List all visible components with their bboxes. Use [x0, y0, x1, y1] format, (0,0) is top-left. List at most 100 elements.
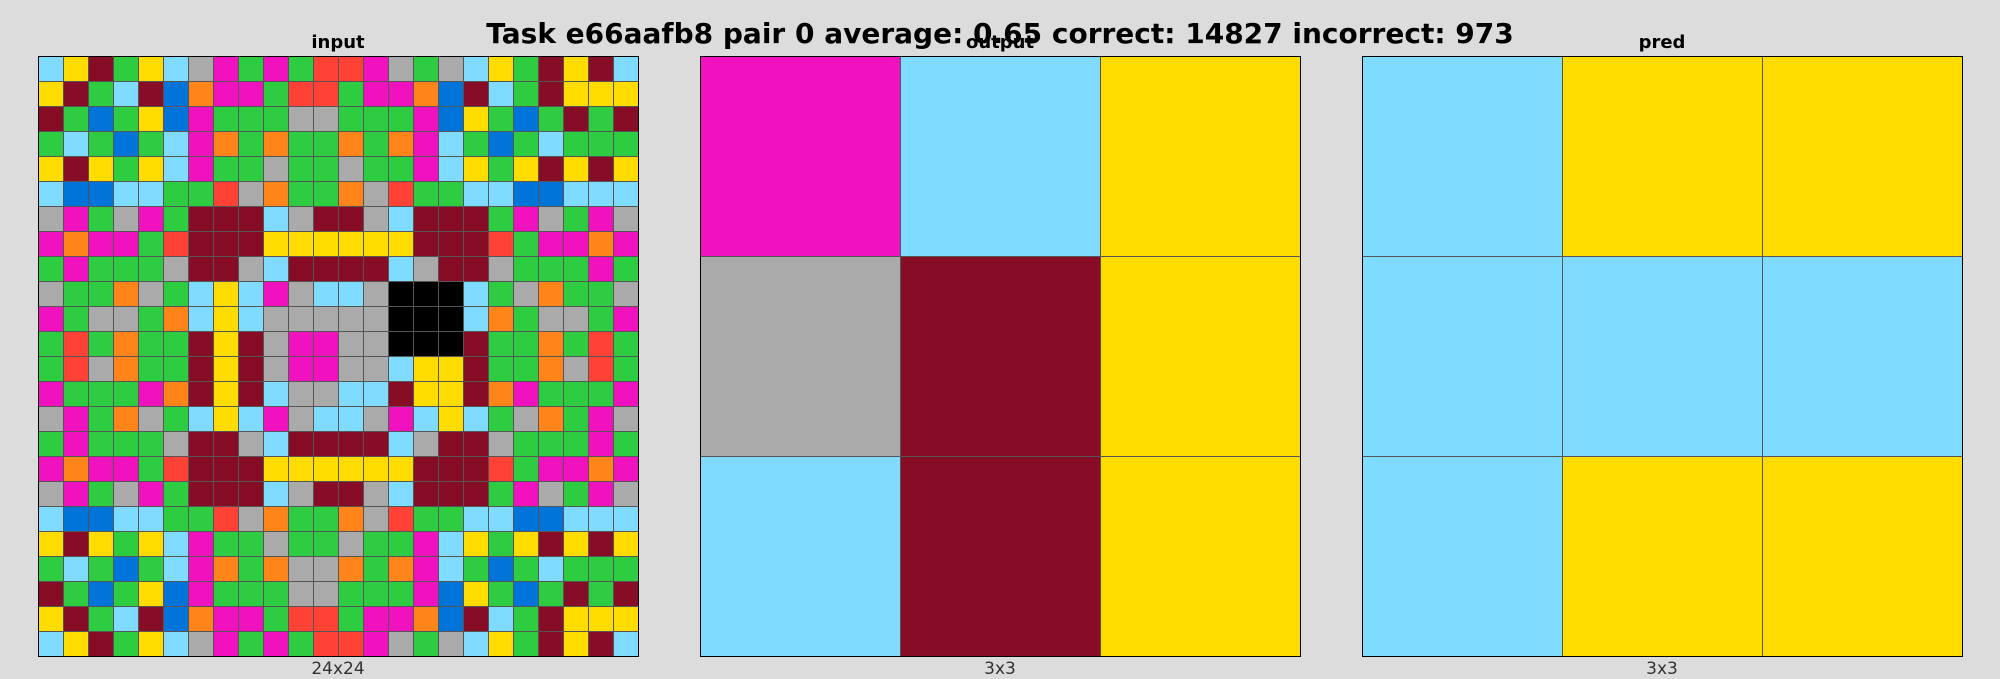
grid-cell [1762, 256, 1963, 457]
grid-cell [563, 231, 589, 257]
grid-cell [488, 106, 514, 132]
grid-cell [588, 81, 614, 107]
grid-cell [488, 581, 514, 607]
grid-cell [138, 356, 164, 382]
grid-cell [263, 81, 289, 107]
grid-cell [113, 206, 139, 232]
grid-cell [38, 181, 64, 207]
grid-cell [388, 356, 414, 382]
grid-cell [313, 56, 339, 82]
grid-cell [188, 531, 214, 557]
grid-cell [513, 56, 539, 82]
grid-cell [38, 631, 64, 657]
grid-cell [263, 331, 289, 357]
grid-cell [438, 556, 464, 582]
grid-cell [463, 456, 489, 482]
grid-cell [463, 56, 489, 82]
grid-cell [38, 506, 64, 532]
grid-cell [488, 606, 514, 632]
grid-cell [588, 256, 614, 282]
grid-cell [263, 231, 289, 257]
grid-cell [263, 306, 289, 332]
grid-cell [588, 481, 614, 507]
grid-cell [238, 506, 264, 532]
grid-cell [388, 506, 414, 532]
grid-cell [238, 181, 264, 207]
grid-cell [288, 356, 314, 382]
grid-cell [563, 106, 589, 132]
grid-cell [63, 231, 89, 257]
grid-cell [238, 231, 264, 257]
pred-grid [1362, 56, 1963, 657]
grid-cell [463, 356, 489, 382]
grid-cell [513, 331, 539, 357]
grid-cell [163, 231, 189, 257]
grid-cell [538, 381, 564, 407]
grid-cell [238, 106, 264, 132]
grid-cell [463, 331, 489, 357]
grid-cell [1562, 456, 1763, 657]
grid-cell [463, 181, 489, 207]
grid-cell [413, 331, 439, 357]
grid-cell [588, 581, 614, 607]
grid-cell [700, 256, 901, 457]
grid-cell [388, 481, 414, 507]
grid-cell [513, 131, 539, 157]
grid-cell [413, 456, 439, 482]
grid-cell [263, 481, 289, 507]
grid-cell [113, 631, 139, 657]
grid-cell [88, 281, 114, 307]
grid-cell [613, 406, 639, 432]
grid-cell [263, 156, 289, 182]
grid-cell [63, 456, 89, 482]
grid-cell [38, 606, 64, 632]
grid-cell [463, 106, 489, 132]
grid-cell [613, 81, 639, 107]
grid-cell [613, 281, 639, 307]
grid-cell [363, 306, 389, 332]
grid-cell [263, 431, 289, 457]
grid-cell [463, 581, 489, 607]
grid-cell [613, 556, 639, 582]
grid-cell [388, 331, 414, 357]
grid-border [38, 56, 639, 657]
grid-cell [313, 606, 339, 632]
grid-cell [1362, 256, 1563, 457]
grid-cell [338, 456, 364, 482]
grid-cell [338, 81, 364, 107]
grid-cell [363, 406, 389, 432]
grid-cell [63, 156, 89, 182]
grid-cell [563, 506, 589, 532]
grid-cell [188, 606, 214, 632]
grid-cell [588, 106, 614, 132]
grid-cell [213, 131, 239, 157]
grid-cell [338, 406, 364, 432]
grid-cell [213, 306, 239, 332]
grid-cell [438, 331, 464, 357]
grid-cell [138, 531, 164, 557]
grid-cell [263, 531, 289, 557]
grid-cell [613, 581, 639, 607]
grid-cell [413, 106, 439, 132]
grid-cell [213, 206, 239, 232]
grid-cell [188, 581, 214, 607]
grid-cell [538, 506, 564, 532]
grid-cell [288, 206, 314, 232]
grid-cell [288, 56, 314, 82]
grid-cell [88, 506, 114, 532]
grid-cell [1362, 56, 1563, 257]
grid-cell [488, 56, 514, 82]
grid-cell [513, 256, 539, 282]
grid-cell [463, 481, 489, 507]
grid-cell [88, 481, 114, 507]
grid-cell [538, 356, 564, 382]
grid-cell [163, 506, 189, 532]
grid-cell [1100, 256, 1301, 457]
grid-cell [38, 131, 64, 157]
grid-cell [63, 531, 89, 557]
grid-cell [513, 481, 539, 507]
grid-cell [238, 481, 264, 507]
grid-cell [588, 56, 614, 82]
grid-cell [188, 281, 214, 307]
grid-cell [488, 131, 514, 157]
